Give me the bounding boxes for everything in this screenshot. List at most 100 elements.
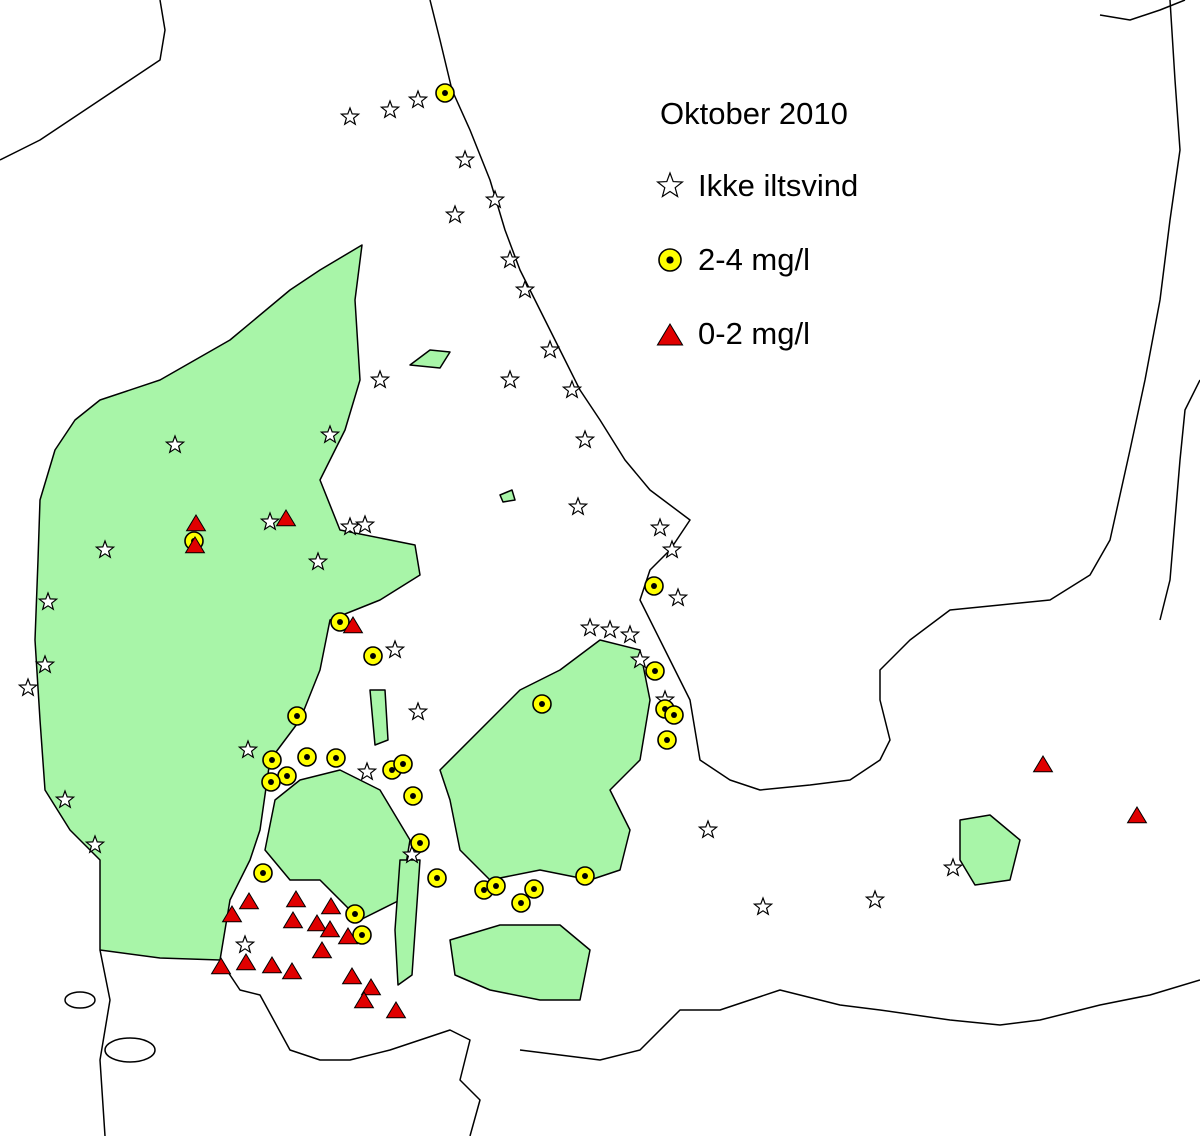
star-marker xyxy=(629,649,651,669)
lolland-falster xyxy=(449,924,591,1001)
triangle-marker xyxy=(184,536,206,554)
coastline xyxy=(0,0,166,161)
star-marker xyxy=(354,514,376,534)
star-marker xyxy=(307,551,329,571)
star-marker xyxy=(37,591,59,611)
circle-marker-dot xyxy=(359,932,365,938)
island xyxy=(369,689,389,746)
circle-marker-dot xyxy=(531,886,537,892)
triangle-marker xyxy=(235,953,257,971)
circle-marker-dot xyxy=(434,875,440,881)
triangle-marker xyxy=(285,890,307,908)
star-marker xyxy=(484,189,506,209)
triangle-marker xyxy=(353,991,375,1009)
star-marker xyxy=(34,654,56,674)
star-marker xyxy=(942,857,964,877)
triangle-marker xyxy=(221,905,243,923)
triangle-marker xyxy=(319,920,341,938)
circle-marker-dot xyxy=(417,840,423,846)
coastline xyxy=(429,0,1181,791)
circle-marker-dot xyxy=(442,90,448,96)
circle-marker-dot xyxy=(666,256,674,264)
star-marker xyxy=(864,889,886,909)
circle-marker-dot xyxy=(284,773,290,779)
triangle-marker xyxy=(306,914,328,932)
circle-marker-dot xyxy=(268,779,274,785)
triangle-marker xyxy=(210,957,232,975)
legend-label: 2-4 mg/l xyxy=(698,242,810,277)
triangle-marker xyxy=(281,962,303,980)
circle-marker-dot xyxy=(410,793,416,799)
island xyxy=(64,991,96,1009)
circle-marker-dot xyxy=(333,755,339,761)
circle-marker-dot xyxy=(652,668,658,674)
circle-marker-dot xyxy=(337,619,343,625)
star-marker xyxy=(379,99,401,119)
star-marker xyxy=(237,739,259,759)
circle-marker-dot xyxy=(651,583,657,589)
star-marker xyxy=(667,587,689,607)
zealand xyxy=(439,639,651,881)
circle-marker-dot xyxy=(518,900,524,906)
circle-marker-dot xyxy=(582,873,588,879)
bornholm xyxy=(959,814,1021,886)
triangle-marker xyxy=(385,1001,407,1019)
circle-marker-dot xyxy=(671,712,677,718)
star-marker xyxy=(384,639,406,659)
star-marker xyxy=(407,701,429,721)
circle-marker-dot xyxy=(481,887,487,893)
triangle-marker xyxy=(261,956,283,974)
star-marker xyxy=(319,424,341,444)
legend-label: 0-2 mg/l xyxy=(698,316,810,351)
star-marker xyxy=(54,789,76,809)
markers xyxy=(17,83,1148,1019)
title: Oktober 2010 xyxy=(660,96,848,131)
star-marker xyxy=(539,339,561,359)
star-marker xyxy=(499,249,521,269)
triangle-marker xyxy=(337,927,359,945)
triangle-marker xyxy=(185,514,207,532)
island xyxy=(394,859,421,986)
coastline xyxy=(99,949,111,1136)
circle-marker-dot xyxy=(389,767,395,773)
anholt xyxy=(409,349,451,369)
star-marker xyxy=(164,434,186,454)
star-marker xyxy=(339,516,361,536)
circle-marker-dot xyxy=(400,761,406,767)
star-marker xyxy=(94,539,116,559)
star-marker xyxy=(444,204,466,224)
circle-marker-dot xyxy=(352,911,358,917)
triangle-marker xyxy=(656,323,684,346)
coastline xyxy=(1159,379,1200,621)
triangle-marker xyxy=(360,978,382,996)
star-marker xyxy=(17,677,39,697)
circle-marker-dot xyxy=(304,754,310,760)
triangle-marker xyxy=(282,911,304,929)
star-marker xyxy=(84,834,106,854)
triangle-marker xyxy=(342,616,364,634)
coastline xyxy=(519,979,1200,1061)
legend-label: Ikke iltsvind xyxy=(698,168,858,203)
star-marker xyxy=(234,934,256,954)
triangle-marker xyxy=(275,509,297,527)
star-marker xyxy=(579,617,601,637)
star-marker xyxy=(259,511,281,531)
star-marker xyxy=(574,429,596,449)
star-marker xyxy=(655,171,685,198)
star-marker xyxy=(369,369,391,389)
triangle-marker xyxy=(320,897,342,915)
triangle-marker xyxy=(1032,755,1054,773)
star-marker xyxy=(649,517,671,537)
star-marker xyxy=(356,761,378,781)
star-marker xyxy=(599,619,621,639)
star-marker xyxy=(514,279,536,299)
triangle-marker xyxy=(1126,806,1148,824)
triangle-marker xyxy=(341,967,363,985)
jutland xyxy=(34,244,421,961)
star-marker xyxy=(752,896,774,916)
circle-marker-dot xyxy=(539,701,545,707)
circle-marker-dot xyxy=(493,883,499,889)
circle-marker-dot xyxy=(664,737,670,743)
